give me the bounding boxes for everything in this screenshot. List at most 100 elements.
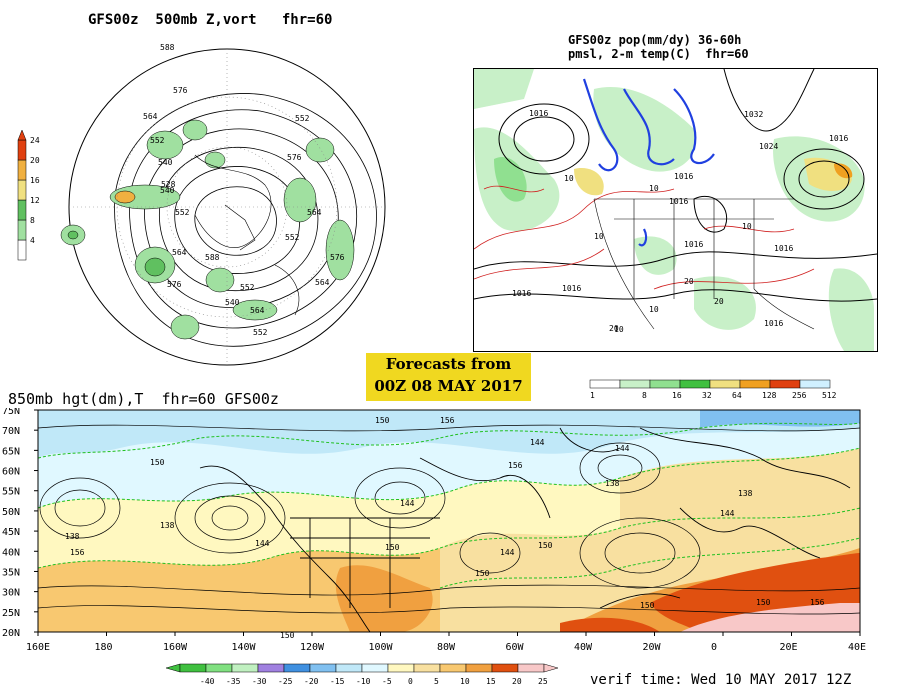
colorbar-arrow	[543, 663, 559, 673]
colorbar-arrow	[17, 129, 27, 141]
colorbar-swatch	[709, 379, 741, 389]
panel-precip-colorbar: 1 8 16 32 64 128 256 512	[560, 378, 860, 402]
precip-contour-labels: 1016 1016 1016 1016 1024 1016 1016 1032 1016 1016…	[512, 109, 848, 334]
colorbar-tick-label: -15	[330, 677, 345, 686]
colorbar-swatch	[679, 379, 711, 389]
height-label: 150	[640, 601, 655, 610]
pmsl-label: 1016	[674, 172, 693, 181]
polar-coastlines	[194, 154, 300, 316]
pmsl-label: 1016	[829, 134, 848, 143]
height-label: 150	[756, 598, 771, 607]
pmsl-label: 1016	[774, 244, 793, 253]
height-label: 144	[500, 548, 515, 557]
pmsl-label: 1016	[684, 240, 703, 249]
height-label: 156	[70, 548, 85, 557]
colorbar-swatch	[17, 179, 27, 201]
panel-precip-map: 1016 1016 1016 1016 1024 1016 1016 1032 1016 1016…	[473, 68, 878, 352]
polar-contour-label: 552	[150, 136, 165, 145]
height-label: 150	[538, 541, 553, 550]
verif-time: verif time: Wed 10 MAY 2017 12Z	[590, 672, 852, 688]
colorbar-swatch	[589, 379, 621, 389]
longitude-label: 100W	[369, 642, 394, 653]
colorbar-tick-label: 20	[512, 677, 522, 686]
precip-map-boundaries	[593, 198, 815, 330]
height-label: 138	[605, 479, 620, 488]
polar-contour-label: 564	[172, 248, 187, 257]
colorbar-tick-label: -25	[278, 677, 293, 686]
colorbar-tick-label: -5	[382, 677, 392, 686]
colorbar-tick-label: 8	[30, 216, 35, 225]
colorbar-swatch	[179, 663, 207, 673]
colorbar-tick-label: -10	[356, 677, 371, 686]
temp-label: 10	[564, 174, 574, 183]
height-label: 156	[508, 461, 523, 470]
panel-500mb-map: 588 576 564 552 540 528 540 552 564 576 588 552 564 5…	[55, 35, 400, 380]
polar-vorticity-shading	[60, 119, 355, 340]
colorbar-tick-label: -30	[252, 677, 267, 686]
latitude-label: 40N	[2, 547, 20, 558]
colorbar-swatch	[205, 663, 233, 673]
temp-label: 10	[594, 232, 604, 241]
latitude-label: 60N	[2, 467, 20, 478]
latitude-label: 35N	[2, 567, 20, 578]
colorbar-swatch	[257, 663, 285, 673]
colorbar-tick-label: 512	[822, 391, 837, 400]
colorbar-tick-label: 10	[460, 677, 470, 686]
polar-contour-label: 576	[173, 86, 188, 95]
pmsl-label: 1016	[669, 197, 688, 206]
height-label: 144	[720, 509, 735, 518]
banner-line2: 00Z 08 MAY 2017	[374, 377, 523, 395]
height-label: 138	[65, 532, 80, 541]
colorbar-swatch	[517, 663, 545, 673]
polar-contour-label: 540	[158, 158, 173, 167]
colorbar-swatch	[335, 663, 363, 673]
height-label: 150	[375, 416, 390, 425]
colorbar-swatch	[17, 219, 27, 241]
height-label: 150	[385, 543, 400, 552]
latitude-label: 55N	[2, 487, 20, 498]
colorbar-tick-label: 4	[30, 236, 35, 245]
colorbar-arrow	[165, 663, 181, 673]
colorbar-swatch	[309, 663, 337, 673]
latitude-label: 25N	[2, 608, 20, 619]
colorbar-tick-label: 1	[590, 391, 595, 400]
height-label: 144	[615, 444, 630, 453]
colorbar-tick-label: 15	[486, 677, 496, 686]
latitude-label: 20N	[2, 628, 20, 639]
polar-contour-label: 576	[167, 280, 182, 289]
colorbar-tick-label: -20	[304, 677, 319, 686]
temp-label: 20	[609, 324, 619, 333]
colorbar-swatch	[283, 663, 311, 673]
temp-label: 10	[649, 184, 659, 193]
polar-contour-label: 576	[287, 153, 302, 162]
polar-contour-label: 528	[161, 180, 176, 189]
panel-500mb-title: GFS00z 500mb Z,vort fhr=60	[88, 12, 333, 28]
temp-label: 10	[742, 222, 752, 231]
height-label: 138	[160, 521, 175, 530]
panel-precip-title-line1: GFS00z pop(mm/dy) 36-60h	[568, 33, 742, 47]
colorbar-tick-label: 24	[30, 136, 40, 145]
colorbar-tick-label: 8	[642, 391, 647, 400]
colorbar-swatch	[619, 379, 651, 389]
colorbar-tick-label: 16	[30, 176, 40, 185]
850mb-temperature-shading	[38, 410, 860, 632]
colorbar-tick-label: 20	[30, 156, 40, 165]
latitude-label: 70N	[2, 426, 20, 437]
colorbar-swatch	[231, 663, 259, 673]
height-label: 156	[810, 598, 825, 607]
temperature-contours	[474, 185, 815, 290]
colorbar-tick-label: 5	[434, 677, 439, 686]
latitude-label: 65N	[2, 446, 20, 457]
height-label: 150	[150, 458, 165, 467]
latitude-label: 30N	[2, 588, 20, 599]
longitude-label: 60W	[506, 642, 525, 653]
temp-label: 20	[714, 297, 724, 306]
polar-contour-label: 588	[205, 253, 220, 262]
precip-snow-contours	[582, 78, 715, 247]
pmsl-label: 1032	[744, 110, 763, 119]
longitude-label: 140W	[232, 642, 257, 653]
pmsl-label: 1016	[512, 289, 531, 298]
temp-label: 10	[649, 305, 659, 314]
colorbar-swatch	[413, 663, 441, 673]
panel-500mb-colorbar: 4 8 12 16 20 24	[16, 129, 50, 265]
